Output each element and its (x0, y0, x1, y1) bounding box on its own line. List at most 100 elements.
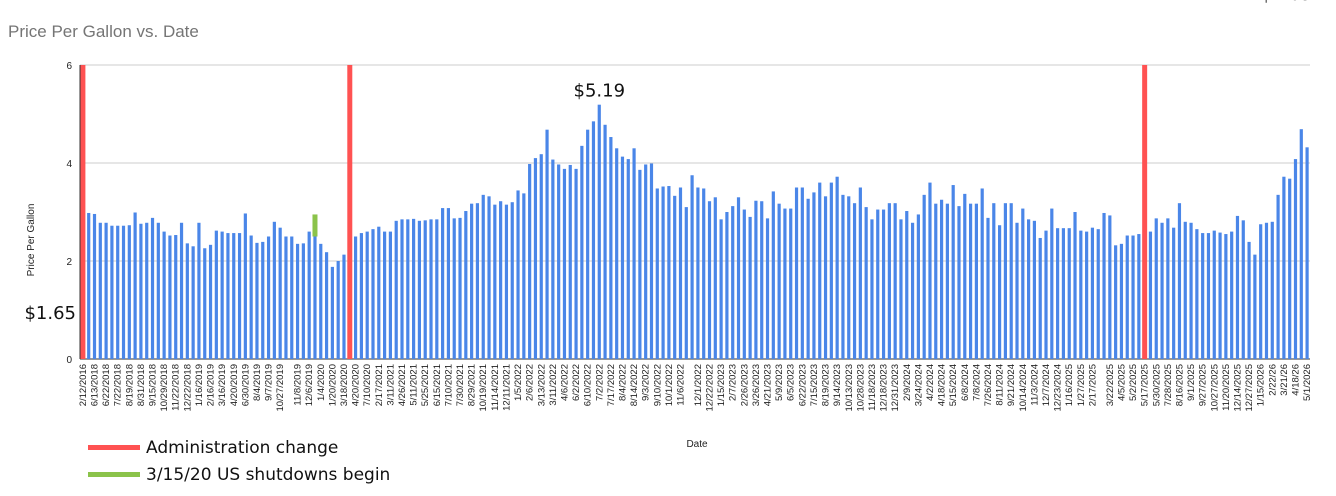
bar[interactable] (899, 219, 903, 359)
bar[interactable] (765, 218, 770, 359)
bar[interactable] (1264, 222, 1269, 359)
bar[interactable] (516, 190, 520, 359)
bar[interactable] (934, 203, 938, 359)
bar[interactable] (168, 235, 172, 359)
bar[interactable] (893, 203, 897, 359)
bar[interactable] (104, 222, 108, 359)
bar[interactable] (162, 231, 166, 359)
bar[interactable] (1009, 203, 1013, 359)
bar[interactable] (1212, 230, 1216, 359)
bar[interactable] (841, 194, 845, 359)
bar[interactable] (475, 203, 480, 359)
bar[interactable] (852, 203, 857, 359)
bar[interactable] (208, 244, 213, 359)
bar[interactable] (1206, 233, 1211, 359)
bar[interactable] (1085, 231, 1089, 359)
bar[interactable] (1247, 241, 1251, 359)
bar[interactable] (214, 230, 218, 359)
bar[interactable] (493, 204, 497, 359)
bar[interactable] (974, 203, 978, 359)
bar[interactable] (417, 220, 421, 359)
bar[interactable] (586, 129, 590, 359)
bar[interactable] (545, 129, 549, 359)
bar[interactable] (870, 219, 874, 359)
bar[interactable] (736, 197, 741, 359)
bar[interactable] (922, 194, 926, 359)
bar[interactable] (249, 235, 253, 359)
bar[interactable] (307, 231, 311, 359)
bar[interactable] (574, 168, 578, 359)
legend-item-us-shutdowns[interactable]: 3/15/20 US shutdowns begin (88, 461, 390, 488)
bar[interactable] (1131, 235, 1135, 359)
bar[interactable] (412, 218, 416, 359)
bar[interactable] (1241, 220, 1245, 359)
bar[interactable] (481, 194, 485, 359)
bar[interactable] (156, 222, 160, 359)
bar[interactable] (470, 203, 474, 359)
bar[interactable] (504, 204, 509, 359)
bar[interactable] (336, 261, 340, 359)
bar[interactable] (1288, 178, 1292, 359)
bar[interactable] (116, 225, 120, 359)
bar[interactable] (951, 185, 955, 359)
bar[interactable] (174, 235, 178, 359)
bar[interactable] (1224, 234, 1228, 359)
bar[interactable] (609, 137, 613, 359)
bar[interactable] (684, 207, 688, 359)
bar[interactable] (881, 209, 886, 359)
bar[interactable] (539, 154, 543, 359)
bar[interactable] (1201, 233, 1205, 359)
bar[interactable] (388, 231, 392, 359)
bar[interactable] (928, 182, 932, 359)
bar[interactable] (284, 236, 288, 360)
bar[interactable] (1114, 245, 1118, 359)
bar[interactable] (1137, 234, 1141, 359)
bar[interactable] (655, 188, 659, 359)
bar[interactable] (365, 231, 369, 359)
bar[interactable] (1021, 208, 1025, 359)
bar[interactable] (1166, 218, 1170, 359)
bar[interactable] (127, 225, 131, 359)
bar[interactable] (1096, 229, 1100, 359)
bar[interactable] (1032, 220, 1036, 359)
bar[interactable] (487, 196, 491, 359)
bar[interactable] (777, 203, 781, 359)
bar[interactable] (1079, 230, 1083, 359)
bar[interactable] (620, 156, 625, 359)
bar[interactable] (864, 207, 868, 359)
bar[interactable] (998, 225, 1002, 359)
bar[interactable] (1154, 218, 1158, 359)
bar[interactable] (203, 248, 207, 359)
bar[interactable] (562, 168, 567, 359)
bar[interactable] (301, 243, 305, 359)
bar[interactable] (1015, 222, 1019, 359)
bar[interactable] (226, 233, 230, 359)
bar[interactable] (742, 209, 746, 359)
bar[interactable] (968, 203, 973, 359)
bar[interactable] (638, 169, 642, 359)
bar[interactable] (771, 191, 775, 359)
bar[interactable] (626, 159, 630, 359)
bar[interactable] (342, 254, 346, 359)
bar[interactable] (707, 201, 712, 359)
bar[interactable] (145, 222, 149, 359)
bar[interactable] (551, 159, 555, 359)
bar[interactable] (1027, 219, 1031, 359)
bar[interactable] (377, 226, 381, 359)
bar[interactable] (464, 211, 468, 359)
bar[interactable] (1125, 235, 1129, 359)
bar[interactable] (557, 164, 561, 359)
bar[interactable] (1259, 224, 1263, 359)
bar[interactable] (1293, 159, 1298, 359)
bar[interactable] (615, 148, 619, 359)
bar[interactable] (818, 182, 822, 359)
bar[interactable] (1073, 212, 1077, 359)
bar[interactable] (713, 197, 717, 359)
bar[interactable] (812, 192, 816, 359)
bar[interactable] (1003, 203, 1007, 359)
bar[interactable] (800, 187, 804, 360)
bar[interactable] (719, 219, 723, 359)
bar[interactable] (1160, 222, 1164, 359)
bar[interactable] (423, 220, 427, 359)
bar[interactable] (371, 229, 375, 359)
